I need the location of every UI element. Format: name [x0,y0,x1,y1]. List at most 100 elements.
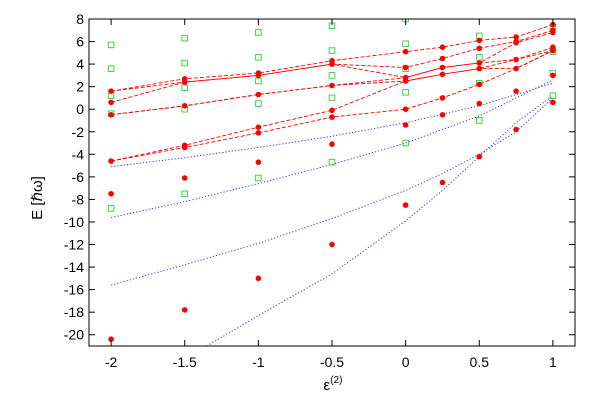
green-square-point [328,94,336,102]
axes-frame [88,18,576,347]
blue-dotted-curve [110,97,554,286]
red-data-point [550,72,556,79]
red-data-point [476,45,483,52]
red-data-point [255,72,262,79]
green-square-point [476,117,483,124]
red-data-point [181,307,188,313]
red-data-point [108,88,114,94]
red-data-point [513,65,519,72]
red-data-point [329,107,335,114]
green-square-point [476,54,483,61]
red-data-point [513,39,519,46]
red-data-point [255,91,262,98]
red-dashed-line [110,32,554,103]
blue-dotted-curve [206,95,554,346]
y-tick-label: -6 [72,169,85,185]
green-square-point [255,54,262,61]
red-data-point [255,275,262,282]
x-axis-label: ε(2) [324,375,343,394]
red-data-point [476,37,483,44]
y-tick-label: 4 [76,56,84,72]
red-data-point [439,64,446,71]
y-tick-label: 6 [76,34,84,50]
red-data-point [108,191,114,197]
red-data-point [329,141,335,147]
red-data-point [181,175,188,181]
green-square-point [402,139,409,147]
y-tick-label: -2 [72,124,85,140]
red-data-point [402,78,409,84]
green-square-point [181,59,188,67]
x-axis-label-symbol: ε [324,377,331,394]
green-square-point [328,72,336,79]
red-data-point [513,88,519,94]
y-tick-label: -8 [72,191,85,207]
red-data-point [476,81,483,88]
red-data-point [439,44,446,50]
x-tick-label: 0 [402,354,410,370]
red-data-point [255,159,262,165]
green-square-point [181,34,188,42]
red-data-point [329,114,335,120]
x-axis-label-superscript: (2) [330,375,342,386]
green-square-point [255,29,262,36]
y-tick-label: -14 [64,259,84,275]
x-tick-label: -1.5 [173,354,197,370]
red-data-point [329,241,335,248]
red-data-point [439,71,446,78]
y-tick-label: 2 [76,79,84,95]
green-square-point [181,84,188,92]
green-square-point [328,158,336,166]
y-tick-label: 0 [76,101,84,117]
red-data-point [402,106,409,112]
red-data-point [402,202,409,208]
y-tick-label: -10 [64,214,84,230]
y-axis-label: E [ℏω] [29,176,46,220]
y-tick-label: -18 [64,304,84,320]
green-square-point [255,174,262,182]
green-square-point [402,89,409,96]
y-tick-label: -16 [64,282,84,298]
green-square-point [181,190,188,198]
red-dashed-line [111,50,554,162]
x-axis-ticks: -2 -1.5 -1 -0.5 0 0.5 1 [105,19,557,370]
red-data-point [439,95,446,101]
red-data-point [513,56,519,63]
red-data-point [255,130,262,136]
red-data-point [513,126,519,133]
red-data-point [329,82,335,89]
red-data-point [108,99,114,106]
red-data-point [255,124,262,130]
green-square-point [402,40,409,48]
plot-series [107,19,557,346]
green-square-point [107,205,115,212]
red-data-point [550,99,556,106]
y-tick-label: -20 [64,327,84,343]
green-square-point [549,92,557,99]
plot-frame [88,18,576,347]
red-data-point [108,112,114,118]
red-data-point [513,34,519,40]
red-data-point [476,100,483,107]
red-data-point [439,55,446,62]
red-data-point [476,153,483,160]
red-dashed-line [111,50,554,162]
x-tick-label: 0.5 [470,354,490,370]
green-square-point [255,77,262,85]
red-data-point [439,112,446,118]
green-square-point [107,41,115,49]
red-data-point [181,79,188,85]
red-data-point [402,64,409,71]
green-square-point [328,47,336,54]
blue-dotted-curve [110,79,554,218]
x-tick-label: 1 [549,354,557,370]
x-tick-label: -2 [105,354,118,370]
green-square-point [107,65,115,72]
red-data-point [402,48,409,55]
red-data-point [550,29,556,36]
red-data-point [550,47,556,54]
x-tick-label: -1 [252,354,265,370]
red-data-point [181,144,188,151]
green-square-point [255,100,262,107]
